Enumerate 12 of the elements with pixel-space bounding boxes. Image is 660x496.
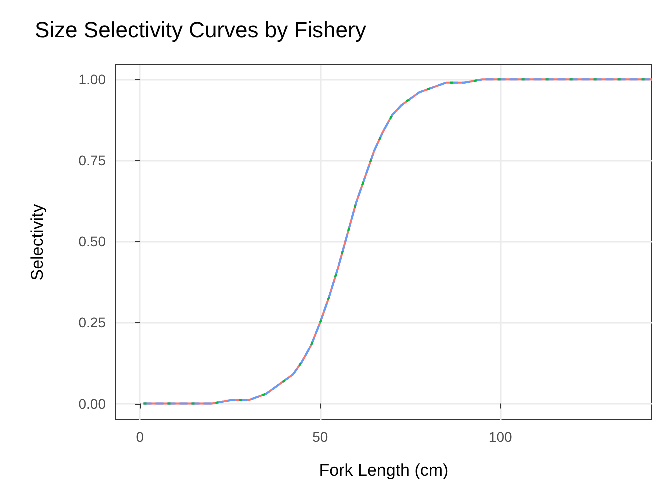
y-tick-label: 0.25	[78, 314, 106, 331]
y-axis-title: Selectivity	[28, 204, 47, 281]
x-tick-label: 0	[136, 429, 144, 445]
y-tick-label: 0.75	[78, 152, 106, 169]
x-tick-label: 50	[312, 429, 328, 445]
y-tick-label: 0.00	[78, 396, 106, 412]
x-axis-title: Fork Length (cm)	[319, 461, 449, 480]
x-tick-label: 100	[488, 429, 512, 445]
y-tick-label: 1.00	[78, 72, 106, 88]
line-series	[142, 78, 652, 405]
chart-title: Size Selectivity Curves by Fishery	[35, 18, 366, 42]
y-tick-label: 0.50	[78, 234, 106, 250]
